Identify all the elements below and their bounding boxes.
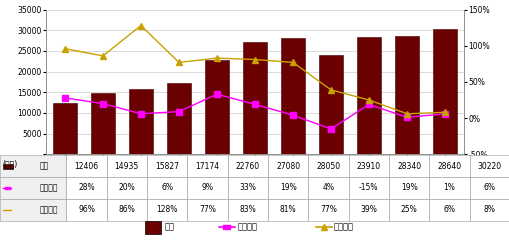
Bar xyxy=(432,29,457,154)
Text: 1%: 1% xyxy=(443,183,455,193)
Text: 4%: 4% xyxy=(322,183,334,193)
Text: 环比增长: 环比增长 xyxy=(39,183,58,193)
Bar xyxy=(242,42,267,154)
Bar xyxy=(356,37,381,154)
Text: 15827: 15827 xyxy=(155,162,179,171)
Text: 8%: 8% xyxy=(483,205,495,214)
Text: 128%: 128% xyxy=(156,205,178,214)
Text: 同比增长: 同比增长 xyxy=(333,223,353,232)
Text: 39%: 39% xyxy=(360,205,377,214)
Bar xyxy=(394,36,418,154)
Text: 83%: 83% xyxy=(239,205,256,214)
Text: 30220: 30220 xyxy=(477,162,501,171)
Bar xyxy=(91,93,115,154)
Text: 28640: 28640 xyxy=(437,162,461,171)
Text: 25%: 25% xyxy=(400,205,417,214)
Text: 96%: 96% xyxy=(78,205,95,214)
Text: 收入: 收入 xyxy=(164,223,175,232)
Text: (万元): (万元) xyxy=(3,159,18,168)
Text: 27080: 27080 xyxy=(275,162,300,171)
Text: 17174: 17174 xyxy=(195,162,219,171)
Text: 6%: 6% xyxy=(443,205,455,214)
Text: 同比增长: 同比增长 xyxy=(39,205,58,214)
Bar xyxy=(280,38,305,154)
Text: 20%: 20% xyxy=(118,183,135,193)
Text: 6%: 6% xyxy=(483,183,495,193)
Text: 86%: 86% xyxy=(118,205,135,214)
Text: 22760: 22760 xyxy=(235,162,260,171)
Text: 81%: 81% xyxy=(279,205,296,214)
Bar xyxy=(204,60,229,154)
Text: 33%: 33% xyxy=(239,183,256,193)
Text: 19%: 19% xyxy=(400,183,417,193)
Text: 23910: 23910 xyxy=(356,162,380,171)
Text: 19%: 19% xyxy=(279,183,296,193)
Text: 28050: 28050 xyxy=(316,162,340,171)
Bar xyxy=(52,103,77,154)
Bar xyxy=(318,55,343,154)
Text: -15%: -15% xyxy=(358,183,378,193)
Text: 28340: 28340 xyxy=(397,162,420,171)
Text: 14935: 14935 xyxy=(115,162,138,171)
Bar xyxy=(128,89,153,154)
Text: 环比增长: 环比增长 xyxy=(237,223,257,232)
Text: 77%: 77% xyxy=(199,205,215,214)
Text: 77%: 77% xyxy=(320,205,336,214)
Text: 28%: 28% xyxy=(78,183,95,193)
Text: 6%: 6% xyxy=(161,183,173,193)
Text: 收入: 收入 xyxy=(39,162,48,171)
Text: 9%: 9% xyxy=(201,183,213,193)
Text: 12406: 12406 xyxy=(74,162,98,171)
Bar xyxy=(166,83,191,154)
